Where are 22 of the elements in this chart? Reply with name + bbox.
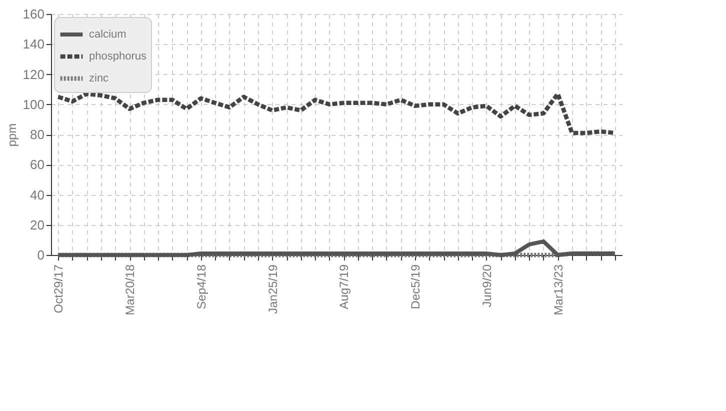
x-tick-label: Jan25/19 — [266, 264, 280, 314]
x-tick-label: Jun9/20 — [480, 264, 494, 308]
y-tick-label: 160 — [22, 6, 44, 22]
y-tick-label: 80 — [30, 127, 44, 142]
x-tick-label: Oct29/17 — [52, 264, 66, 314]
x-tick-label: Mar13/23 — [551, 264, 566, 316]
y-axis-title: ppm — [4, 123, 19, 147]
x-tick-label: Sep4/18 — [194, 264, 208, 310]
y-tick-label: 0 — [37, 248, 44, 262]
legend-label: phosphorus — [89, 50, 147, 62]
line-series — [56, 239, 617, 257]
y-tick-label: 100 — [22, 96, 44, 112]
y-tick-label: 120 — [22, 66, 44, 82]
legend-label: zinc — [89, 72, 110, 84]
y-tick-label: 140 — [22, 36, 44, 52]
x-tick-label: Aug7/19 — [337, 264, 352, 310]
y-tick-label: 60 — [30, 157, 44, 172]
y-tick-label: 40 — [30, 187, 44, 202]
y-tick-label: 20 — [30, 217, 44, 232]
x-tick-label: Mar20/18 — [123, 264, 138, 316]
x-tick-label: Dec5/19 — [408, 264, 423, 310]
legend-label: calcium — [89, 28, 126, 40]
